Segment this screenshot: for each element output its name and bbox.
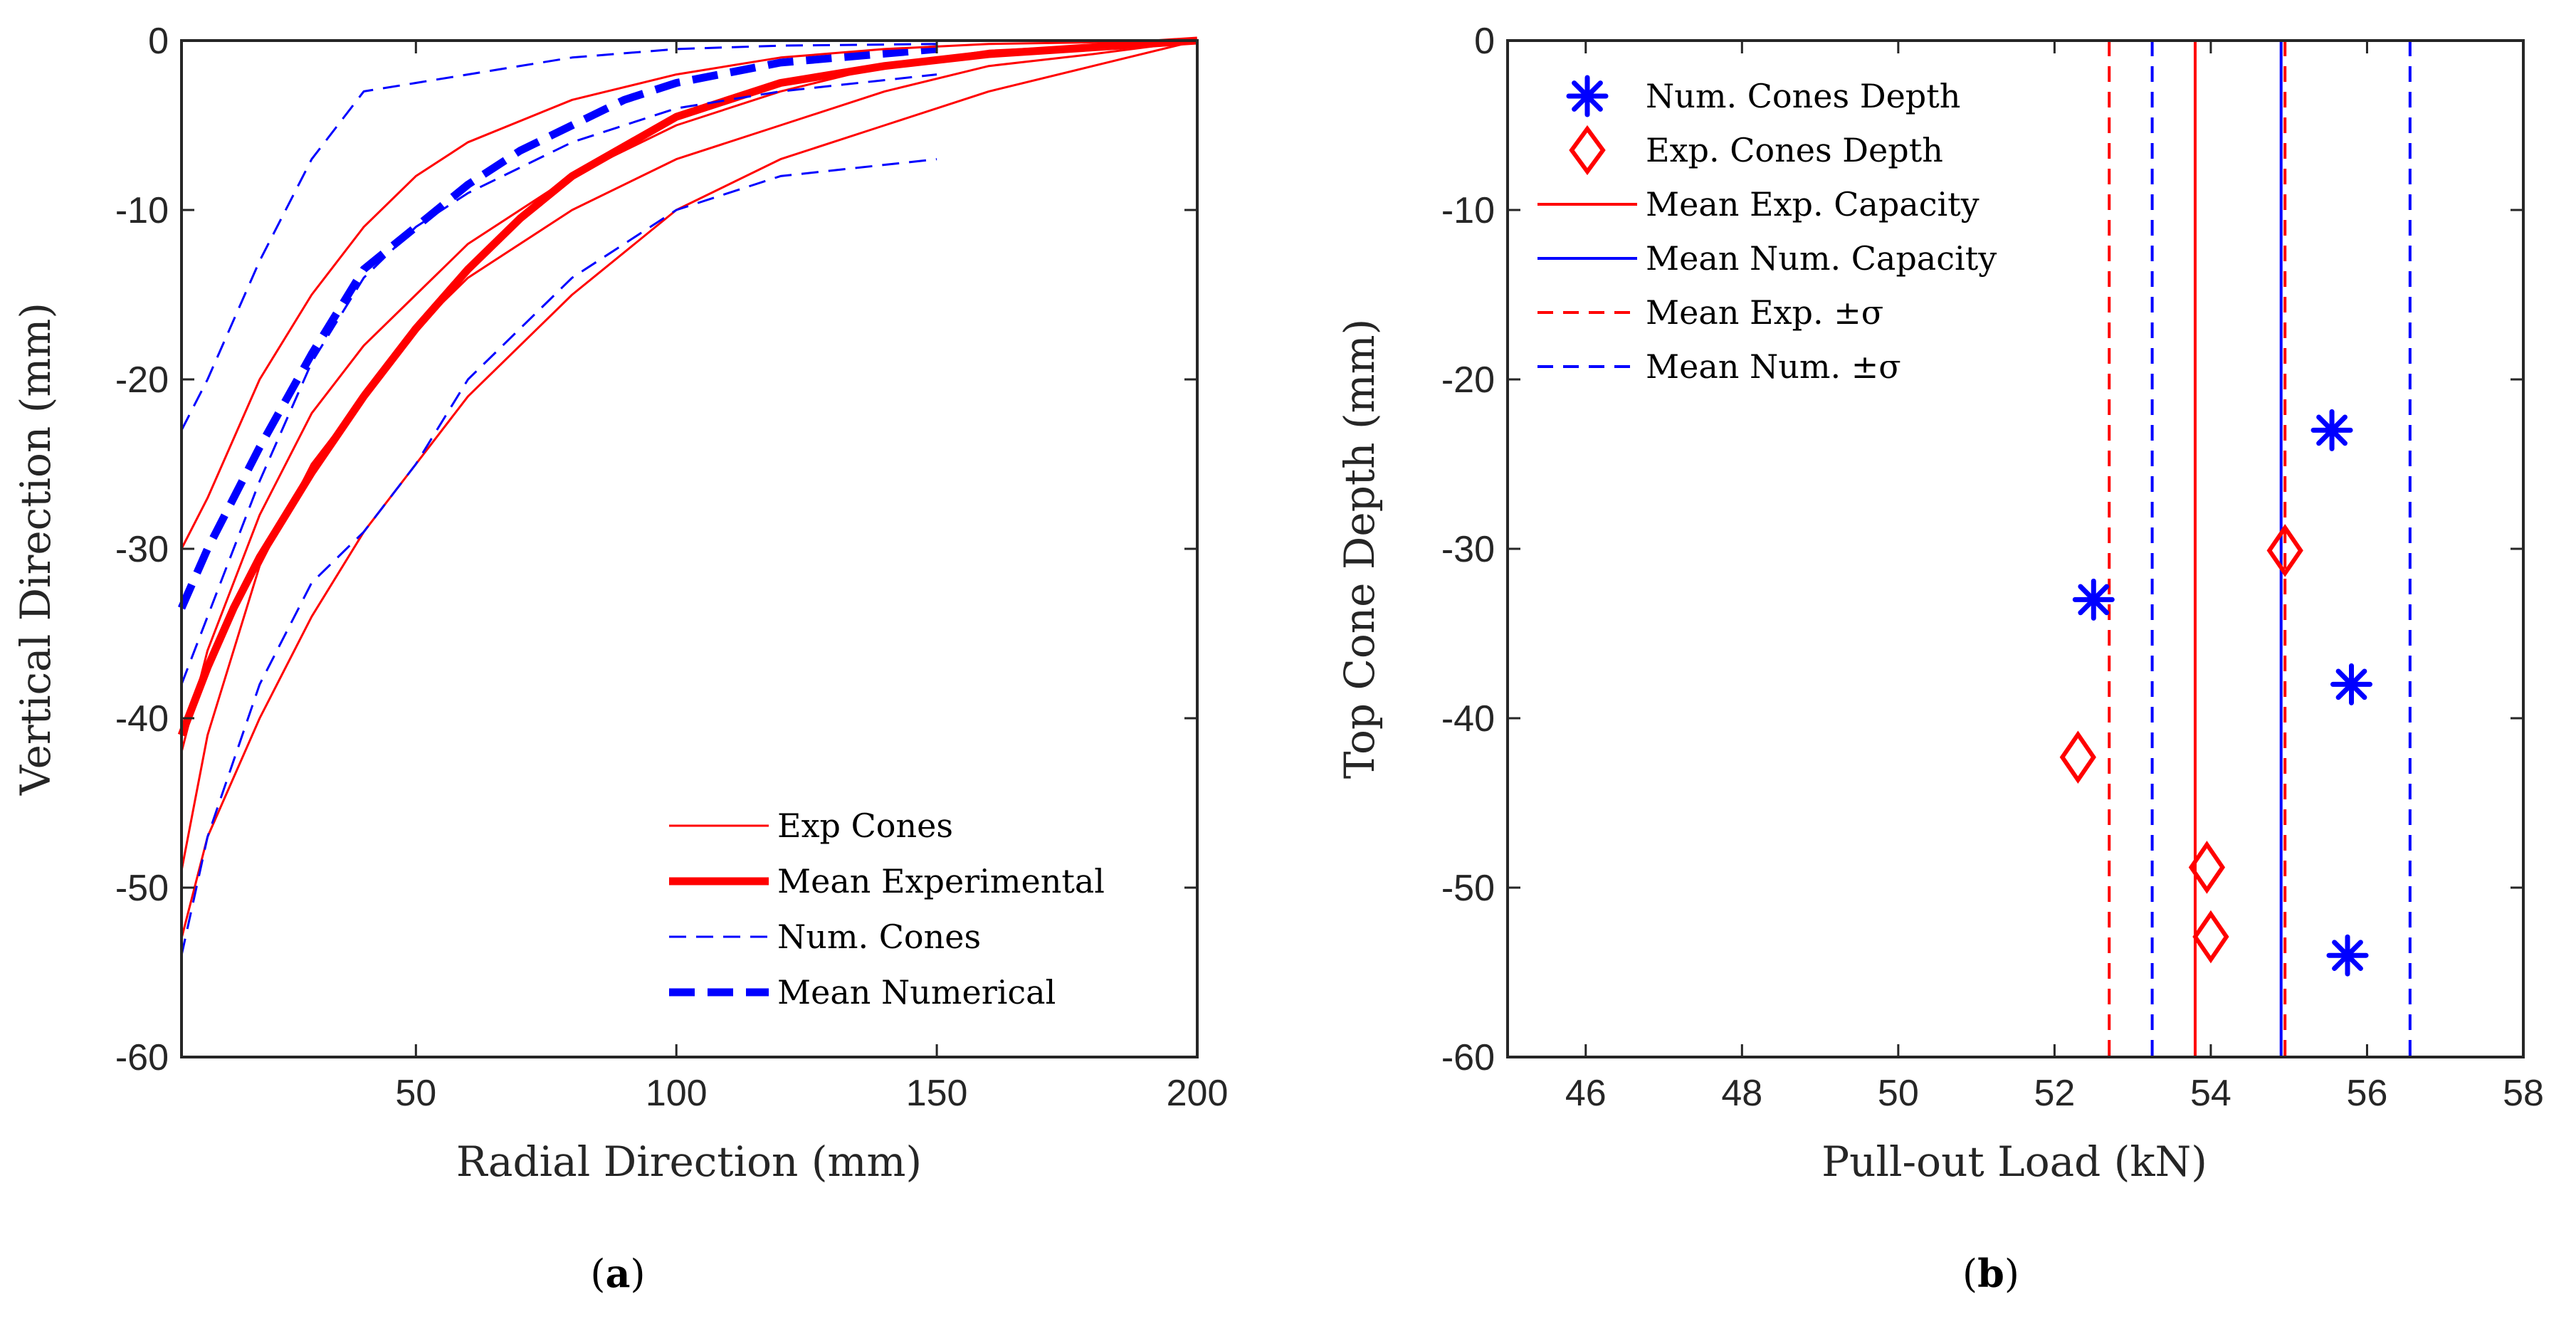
y-tick-label: -50 [115,868,169,909]
panel-a-ticks: 50 100 150 200 0 -10 -20 -30 -40 -50 -60 [115,21,1229,1114]
series-line-mean-experimental [177,36,1198,737]
legend-swatch-num-cone-depth [1566,75,1609,117]
x-tick-label: 50 [395,1073,436,1114]
series-line-exp-cone-3 [180,39,1198,871]
x-tick-label: 54 [2190,1073,2231,1114]
series-line-exp-cone-2 [180,39,1198,752]
legend-label: Exp Cones [777,806,953,845]
y-tick-label: 0 [148,21,169,62]
num-cone-point [2072,578,2115,621]
y-tick-label: -10 [1441,190,1495,231]
panel-a-plot-area [177,36,1198,956]
panel-a-y-axis-label: Vertical Direction (mm) [11,303,60,796]
exp-cone-point [2188,841,2226,894]
y-tick-label: -40 [1441,698,1495,740]
panel-b-x-axis-label: Pull-out Load (kN) [1821,1137,2207,1186]
y-tick-label: -10 [115,190,169,231]
legend-label: Mean Num. ±σ [1646,347,1901,386]
y-tick-label: -60 [1441,1037,1495,1078]
legend-swatch-exp-cone-depth [1569,125,1606,176]
legend-label: Mean Numerical [777,973,1056,1011]
panel-a: 50 100 150 200 0 -10 -20 -30 -40 -50 -60 Radial Di… [11,21,1228,1296]
x-tick-label: 46 [1565,1073,1607,1114]
series-line-mean-numerical [177,45,937,610]
series-line-exp-cone-1 [180,39,1198,550]
x-tick-label: 200 [1167,1073,1229,1114]
series-line-num-cone-1 [180,43,937,431]
series-line-exp-cone-4 [180,39,1198,939]
legend-label: Mean Experimental [777,862,1105,900]
num-cone-point [2330,663,2373,705]
num-cone-point [2326,934,2369,977]
panel-b: 46 48 50 52 54 56 58 0 -10 -20 -30 -40 -50 -60 Pull-o… [1335,21,2544,1296]
panel-b-plot-area [2059,41,2412,1057]
legend-label: Mean Exp. ±σ [1646,293,1883,332]
y-tick-label: -20 [115,359,169,401]
y-tick-label: -30 [1441,529,1495,570]
legend-label: Num. Cones Depth [1646,77,1960,115]
panel-b-legend-box [1530,64,2086,406]
panel-b-legend: Num. Cones Depth Exp. Cones Depth Mean Exp… [1530,64,2086,406]
y-tick-label: 0 [1474,21,1495,62]
y-tick-label: -20 [1441,359,1495,401]
legend-label: Mean Num. Capacity [1646,239,1997,278]
y-tick-label: -30 [115,529,169,570]
legend-label: Mean Exp. Capacity [1646,185,1980,224]
exp-cone-point [2266,524,2303,577]
y-tick-label: -60 [115,1037,169,1078]
exp-cone-point [2192,910,2229,964]
x-tick-label: 58 [2503,1073,2544,1114]
x-tick-label: 50 [1878,1073,1919,1114]
x-tick-label: 48 [1721,1073,1762,1114]
panel-a-legend-box [662,794,1160,1036]
panel-b-caption: (b) [1962,1251,2019,1296]
num-cone-point [2310,409,2353,451]
y-tick-label: -40 [115,698,169,740]
panel-a-caption: (a) [590,1251,645,1296]
legend-label: Exp. Cones Depth [1646,131,1943,169]
x-tick-label: 52 [2034,1073,2075,1114]
series-line-num-cone-3 [180,158,937,956]
series-line-num-cone-2 [180,73,937,685]
x-tick-label: 56 [2347,1073,2388,1114]
x-tick-label: 150 [906,1073,968,1114]
legend-label: Num. Cones [777,918,981,956]
exp-cone-point [2059,730,2096,784]
x-tick-label: 100 [646,1073,708,1114]
panel-b-ticks: 46 48 50 52 54 56 58 0 -10 -20 -30 -40 -50 -60 [1441,21,2544,1114]
panel-a-legend: Exp Cones Mean Experimental Num. Cones Mean… [662,794,1160,1036]
y-tick-label: -50 [1441,868,1495,909]
panel-b-y-axis-label: Top Cone Depth (mm) [1335,319,1384,779]
panel-a-x-axis-label: Radial Direction (mm) [456,1137,922,1186]
